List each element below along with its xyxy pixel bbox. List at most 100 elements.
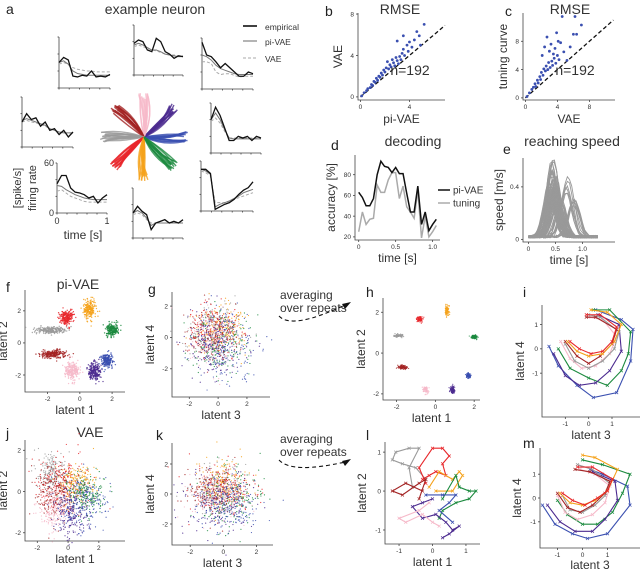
scatter-point bbox=[59, 315, 61, 318]
scatter-point bbox=[241, 340, 243, 342]
scatter-point bbox=[247, 338, 250, 340]
scatter-point bbox=[216, 359, 218, 361]
y-tick-label: 0 bbox=[164, 335, 168, 342]
tuning-subplot-down-right bbox=[199, 160, 254, 213]
scatter-point bbox=[423, 390, 425, 392]
scatter-point bbox=[228, 312, 231, 315]
scatter-point bbox=[86, 321, 89, 323]
scatter-point bbox=[71, 373, 74, 375]
scatter-point bbox=[55, 456, 57, 458]
scatter-point bbox=[212, 378, 215, 380]
scatter-point bbox=[56, 463, 58, 465]
scatter-point bbox=[42, 461, 44, 463]
scatter-point bbox=[35, 353, 37, 355]
scatter-point bbox=[60, 322, 63, 324]
scatter-point bbox=[206, 316, 208, 319]
scatter-point bbox=[207, 344, 210, 346]
scatter-point bbox=[235, 345, 237, 348]
scatter-point bbox=[244, 374, 246, 376]
scatter-point bbox=[210, 340, 212, 342]
scatter-point bbox=[218, 336, 220, 338]
panel-label: i bbox=[523, 284, 526, 300]
scatter-point bbox=[89, 378, 92, 380]
scatter-point bbox=[89, 376, 92, 379]
scatter-point bbox=[92, 375, 94, 377]
scatter-point bbox=[105, 363, 107, 366]
scatter-point bbox=[212, 357, 214, 359]
scatter-point bbox=[55, 466, 57, 468]
scatter-point bbox=[196, 363, 198, 365]
scatter-point bbox=[66, 323, 68, 326]
scatter-point bbox=[196, 341, 198, 343]
scatter-point bbox=[410, 45, 414, 49]
scatter-point bbox=[56, 450, 59, 452]
scatter-point bbox=[64, 367, 67, 369]
scatter-point bbox=[56, 470, 58, 472]
scatter-point bbox=[212, 376, 214, 378]
scatter-point bbox=[221, 337, 223, 339]
scatter-point bbox=[204, 316, 207, 318]
scatter-point bbox=[209, 356, 211, 359]
scatter-point bbox=[228, 320, 231, 322]
scatter-point bbox=[71, 317, 73, 319]
scatter-point bbox=[231, 334, 233, 337]
scatter-point bbox=[213, 328, 215, 330]
scatter-point bbox=[60, 493, 62, 495]
scatter-point bbox=[44, 484, 46, 486]
scatter-point bbox=[239, 349, 241, 352]
scatter-point bbox=[62, 473, 64, 475]
tuning-subplot-down bbox=[131, 187, 184, 240]
scatter-point bbox=[58, 461, 60, 463]
scatter-point bbox=[228, 315, 230, 318]
scatter-point bbox=[556, 39, 560, 43]
scatter-point bbox=[239, 327, 241, 329]
scatter-point bbox=[397, 334, 399, 336]
scatter-point bbox=[33, 327, 36, 329]
axes-lines bbox=[354, 155, 440, 241]
scatter-point bbox=[207, 333, 210, 335]
scatter-point bbox=[191, 345, 193, 348]
scatter-point bbox=[473, 337, 475, 340]
scatter-point bbox=[43, 471, 45, 473]
scatter-point bbox=[215, 368, 217, 370]
y-tick-label: -1 bbox=[532, 370, 538, 377]
scatter-point bbox=[199, 317, 201, 319]
scatter-point bbox=[234, 309, 236, 311]
scatter-point bbox=[230, 320, 232, 322]
scatter-point bbox=[188, 360, 190, 362]
scatter-point bbox=[218, 338, 220, 340]
scatter-point bbox=[426, 393, 428, 396]
scatter-point bbox=[62, 321, 64, 323]
scatter-point bbox=[203, 337, 205, 340]
scatter-point bbox=[53, 455, 55, 457]
scatter-point bbox=[474, 334, 477, 336]
scatter-point bbox=[222, 335, 224, 337]
scatter-point bbox=[220, 353, 222, 355]
series-tuning bbox=[357, 171, 437, 239]
scatter-point bbox=[184, 352, 186, 354]
scatter-point bbox=[555, 31, 558, 35]
trajectory-marker bbox=[575, 354, 579, 358]
scatter-point bbox=[422, 22, 426, 26]
scatter-point bbox=[61, 364, 64, 367]
scatter-point bbox=[192, 327, 195, 329]
scatter-point bbox=[189, 338, 191, 340]
cluster-gray bbox=[170, 295, 257, 368]
scatter-point bbox=[223, 323, 225, 325]
scatter-point bbox=[214, 381, 216, 383]
scatter-point bbox=[218, 344, 220, 346]
scatter-point bbox=[89, 301, 91, 303]
scatter-point bbox=[216, 352, 219, 355]
scatter-point bbox=[552, 52, 555, 56]
scatter-point bbox=[57, 349, 59, 351]
scatter-point bbox=[197, 332, 200, 335]
scatter-point bbox=[230, 311, 232, 313]
scatter-point bbox=[61, 491, 63, 494]
scatter-point bbox=[237, 353, 239, 355]
x-axis-label: latent 3 bbox=[571, 428, 611, 442]
scatter-point bbox=[67, 373, 69, 376]
cluster-darkred bbox=[35, 348, 75, 362]
empirical-line bbox=[56, 174, 108, 205]
scatter-point bbox=[218, 330, 220, 333]
scatter-point bbox=[80, 500, 82, 502]
